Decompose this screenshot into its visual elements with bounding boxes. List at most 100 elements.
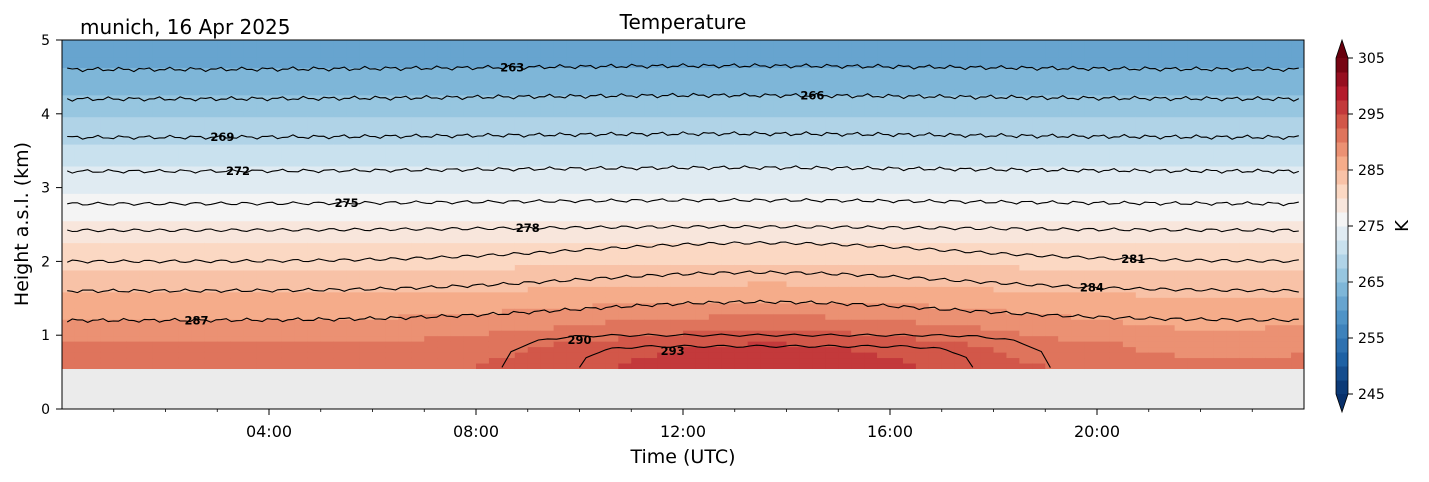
heatmap-cell <box>269 215 283 222</box>
heatmap-cell <box>605 269 619 276</box>
heatmap-cell <box>165 40 180 47</box>
heatmap-cell <box>333 116 348 123</box>
heatmap-cell <box>320 324 335 331</box>
heatmap-cell <box>812 335 826 342</box>
heatmap-cell <box>256 122 270 129</box>
heatmap-cell <box>721 160 736 167</box>
heatmap-cell <box>307 94 322 101</box>
heatmap-cell <box>683 111 697 118</box>
heatmap-cell <box>683 187 697 194</box>
heatmap-cell <box>877 324 891 331</box>
heatmap-cell <box>734 209 749 216</box>
heatmap-cell <box>152 215 167 222</box>
heatmap-cell <box>825 362 839 370</box>
heatmap-cell <box>967 111 982 118</box>
heatmap-cell <box>954 127 969 134</box>
heatmap-cell <box>980 341 995 348</box>
heatmap-cell <box>631 40 645 47</box>
heatmap-cell <box>773 264 788 271</box>
heatmap-cell <box>62 226 76 233</box>
heatmap-cell <box>139 72 154 79</box>
heatmap-cell <box>100 319 115 326</box>
heatmap-cell <box>928 302 943 309</box>
heatmap-cell <box>1071 297 1085 304</box>
heatmap-cell <box>644 187 658 194</box>
heatmap-cell <box>152 275 167 282</box>
heatmap-cell <box>165 242 180 249</box>
heatmap-cell <box>631 280 645 287</box>
heatmap-cell <box>320 127 335 134</box>
heatmap-cell <box>333 40 348 47</box>
heatmap-cell <box>954 56 969 63</box>
heatmap-cell <box>139 335 154 342</box>
heatmap-cell <box>359 324 374 331</box>
heatmap-cell <box>825 280 839 287</box>
heatmap-cell <box>281 187 296 194</box>
heatmap-cell <box>980 72 995 79</box>
heatmap-cell <box>385 182 399 189</box>
heatmap-cell <box>540 209 555 216</box>
heatmap-cell <box>346 308 361 315</box>
heatmap-cell <box>954 78 969 85</box>
heatmap-cell <box>812 362 826 370</box>
heatmap-cell <box>1122 198 1137 205</box>
heatmap-cell <box>851 171 865 178</box>
heatmap-cell <box>579 182 594 189</box>
heatmap-cell <box>825 291 839 298</box>
heatmap-cell <box>320 45 335 52</box>
heatmap-cell <box>605 100 619 107</box>
heatmap-cell <box>747 72 762 79</box>
heatmap-cell <box>1097 122 1111 129</box>
heatmap-cell <box>644 83 658 90</box>
heatmap-cell <box>566 111 581 118</box>
heatmap-cell <box>825 193 839 200</box>
heatmap-cell <box>1135 319 1150 326</box>
heatmap-cell <box>915 61 930 68</box>
heatmap-cell <box>838 111 852 118</box>
heatmap-cell <box>269 40 283 47</box>
heatmap-cell <box>566 346 581 353</box>
heatmap-cell <box>812 313 826 320</box>
heatmap-cell <box>126 193 141 200</box>
heatmap-cell <box>980 198 995 205</box>
heatmap-cell <box>243 351 257 359</box>
heatmap-cell <box>760 138 775 145</box>
heatmap-cell <box>902 319 917 326</box>
heatmap-cell <box>877 362 891 370</box>
heatmap-cell <box>346 362 361 370</box>
heatmap-cell <box>307 302 322 309</box>
heatmap-cell <box>294 105 309 112</box>
heatmap-cell <box>256 67 270 74</box>
heatmap-cell <box>87 275 102 282</box>
heatmap-cell <box>1045 237 1059 244</box>
heatmap-cell <box>605 308 619 315</box>
heatmap-cell <box>708 160 723 167</box>
heatmap-cell <box>1045 138 1059 145</box>
heatmap-cell <box>1006 50 1020 58</box>
heatmap-cell <box>281 247 296 255</box>
heatmap-cell <box>941 362 956 370</box>
heatmap-cell <box>269 362 283 370</box>
heatmap-cell <box>1097 165 1111 172</box>
heatmap-cell <box>786 253 801 260</box>
heatmap-cell <box>566 138 581 145</box>
heatmap-cell <box>967 215 982 222</box>
heatmap-cell <box>644 324 658 331</box>
heatmap-cell <box>695 78 710 85</box>
heatmap-cell <box>760 94 775 101</box>
heatmap-cell <box>553 182 568 189</box>
heatmap-cell <box>281 242 296 249</box>
heatmap-cell <box>1019 209 1033 216</box>
heatmap-cell <box>476 100 490 107</box>
heatmap-cell <box>799 198 813 205</box>
heatmap-cell <box>87 215 102 222</box>
heatmap-cell <box>398 286 412 293</box>
heatmap-cell <box>87 94 102 101</box>
heatmap-cell <box>592 204 606 211</box>
heatmap-cell <box>527 72 542 79</box>
heatmap-cell <box>281 198 296 205</box>
heatmap-cell <box>941 143 956 151</box>
heatmap-cell <box>773 237 788 244</box>
heatmap-cell <box>838 226 852 233</box>
heatmap-cell <box>695 209 710 216</box>
